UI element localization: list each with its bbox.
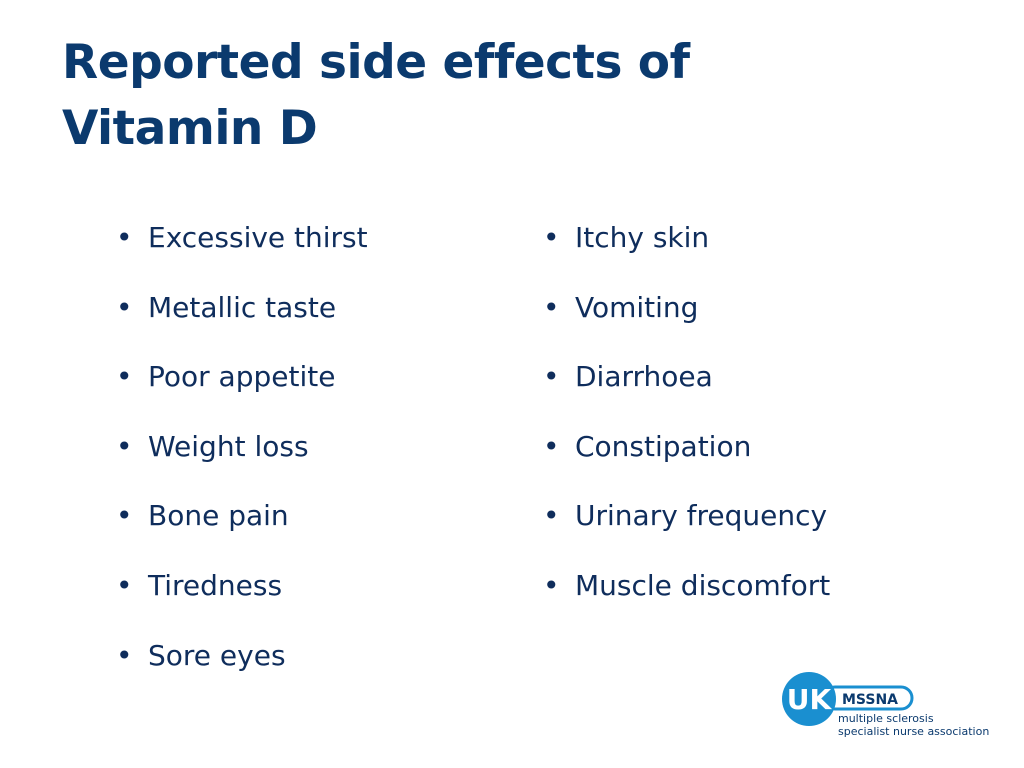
bullet-item: Constipation	[543, 423, 830, 493]
bullet-item: Vomiting	[543, 284, 830, 354]
bullet-item: Excessive thirst	[116, 214, 368, 284]
logo: UK MSSNA multiple sclerosis specialist n…	[782, 672, 989, 738]
bullet-item: Tiredness	[116, 562, 368, 632]
logo-acronym: MSSNA	[842, 692, 898, 708]
bullet-item: Poor appetite	[116, 353, 368, 423]
bullet-item: Diarrhoea	[543, 353, 830, 423]
logo-circle	[782, 672, 836, 726]
bullet-item: Urinary frequency	[543, 492, 830, 562]
slide-title: Reported side effects of Vitamin D	[62, 35, 690, 156]
logo-badge: UK	[787, 683, 833, 716]
logo-line: specialist nurse association	[838, 725, 989, 738]
logo-line: multiple sclerosis	[838, 712, 934, 725]
bullet-list: Itchy skinVomitingDiarrhoeaConstipationU…	[543, 214, 830, 632]
bullet-item: Itchy skin	[543, 214, 830, 284]
bullet-item: Sore eyes	[116, 632, 368, 702]
bullet-item: Weight loss	[116, 423, 368, 493]
bullet-item: Muscle discomfort	[543, 562, 830, 632]
bullet-list: Excessive thirstMetallic tastePoor appet…	[116, 214, 368, 701]
bullet-item: Bone pain	[116, 492, 368, 562]
bullet-item: Metallic taste	[116, 284, 368, 354]
